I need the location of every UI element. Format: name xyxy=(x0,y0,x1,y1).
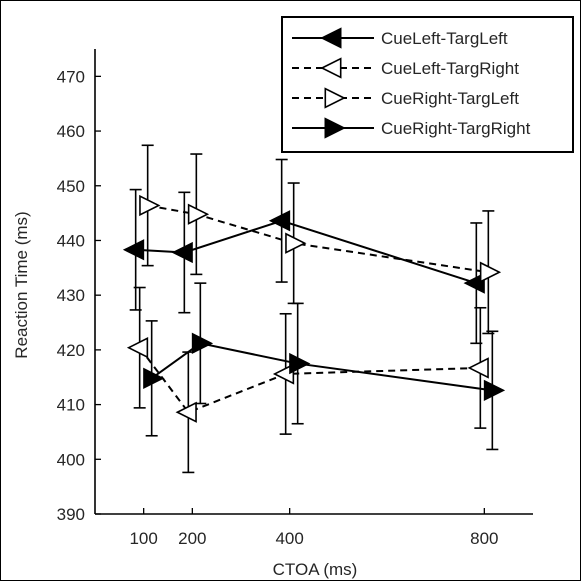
y-tick-label: 470 xyxy=(57,67,85,86)
data-point xyxy=(122,239,145,261)
legend-label: CueRight-TargRight xyxy=(381,119,531,138)
x-tick-label: 100 xyxy=(129,529,157,548)
axes: 390 400 410 420 430 440 450 460 470 100 200 400 800 xyxy=(57,49,533,548)
legend-marker xyxy=(320,57,342,79)
series-CueLeft-TargLeft xyxy=(122,158,485,345)
x-axis-label: CTOA (ms) xyxy=(273,560,358,579)
data-point xyxy=(187,203,210,225)
data-point xyxy=(289,352,311,375)
series-line xyxy=(138,347,481,414)
series-line xyxy=(135,219,477,285)
legend-label: CueLeft-TargLeft xyxy=(381,29,508,48)
data-point xyxy=(171,241,193,264)
y-tick-label: 460 xyxy=(57,122,85,141)
y-tick-label: 430 xyxy=(57,286,85,305)
legend-label: CueLeft-TargRight xyxy=(381,59,519,78)
series-line xyxy=(147,204,489,274)
y-axis-label: Reaction Time (ms) xyxy=(12,211,31,358)
series-layer xyxy=(122,144,506,474)
series-CueLeft-TargRight xyxy=(126,286,489,474)
data-point xyxy=(268,210,291,232)
y-tick-label: 420 xyxy=(57,341,85,360)
data-point xyxy=(139,194,161,217)
x-tick-label: 400 xyxy=(275,529,303,548)
series-CueRight-TargRight xyxy=(143,282,506,451)
data-point xyxy=(479,261,502,283)
data-point xyxy=(483,379,506,402)
x-tick-label: 800 xyxy=(470,529,498,548)
x-tick-label: 200 xyxy=(178,529,206,548)
data-point xyxy=(191,332,214,354)
data-point xyxy=(463,272,485,294)
data-point xyxy=(143,367,165,389)
data-point xyxy=(175,401,197,423)
legend-marker xyxy=(324,117,346,139)
series-CueRight-TargLeft xyxy=(139,144,502,335)
y-tick-label: 400 xyxy=(57,450,85,469)
data-point xyxy=(272,363,295,385)
y-tick-label: 440 xyxy=(57,231,85,250)
legend-marker xyxy=(324,87,346,109)
data-point xyxy=(285,232,307,254)
legend-label: CueRight-TargLeft xyxy=(381,89,519,108)
y-tick-label: 390 xyxy=(57,505,85,524)
y-tick-label: 410 xyxy=(57,396,85,415)
legend: CueLeft-TargLeft CueLeft-TargRight CueRigh… xyxy=(281,16,574,153)
legend-marker xyxy=(320,27,342,49)
data-point xyxy=(126,337,149,359)
y-tick-label: 450 xyxy=(57,177,85,196)
series-line xyxy=(151,342,493,392)
data-point xyxy=(467,357,489,379)
